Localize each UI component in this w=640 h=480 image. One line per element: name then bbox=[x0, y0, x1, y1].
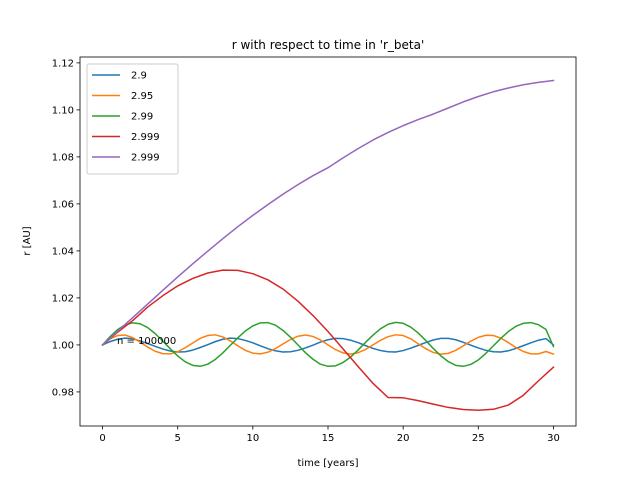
x-tick-label: 5 bbox=[175, 433, 181, 444]
series-line-3 bbox=[101, 321, 555, 368]
legend-label-3: 2.99 bbox=[131, 112, 153, 123]
sample-count-annotation: n = 100000 bbox=[117, 336, 176, 347]
legend-label-5: 2.999 bbox=[131, 153, 160, 164]
plot-area: 0 5 10 15 20 25 30 0.98 1.00 1.02 1.04 1.06 1.08 1.1… bbox=[52, 56, 577, 444]
x-tick-label: 30 bbox=[547, 433, 560, 444]
y-tick-label: 1.06 bbox=[52, 199, 74, 210]
y-tick-label: 1.08 bbox=[52, 152, 74, 163]
y-tick-label: 1.12 bbox=[52, 58, 74, 69]
y-tick-label: 1.00 bbox=[52, 340, 74, 351]
series-line-4 bbox=[101, 269, 555, 411]
legend-label-1: 2.9 bbox=[131, 71, 147, 82]
x-tick-label: 10 bbox=[246, 433, 259, 444]
series-line-5 bbox=[101, 79, 555, 346]
x-tick-label: 25 bbox=[472, 433, 485, 444]
y-tick-label: 0.98 bbox=[52, 387, 74, 398]
x-tick-label: 20 bbox=[397, 433, 410, 444]
y-axis-label: r [AU] bbox=[22, 226, 33, 255]
legend-label-2: 2.95 bbox=[131, 91, 153, 102]
series-line-2 bbox=[101, 334, 555, 356]
series-lines bbox=[101, 79, 555, 411]
x-axis-label: time [years] bbox=[297, 458, 358, 469]
legend: 2.9 2.95 2.99 2.999 2.999 bbox=[86, 63, 179, 175]
y-tick-label: 1.02 bbox=[52, 293, 74, 304]
x-axis-ticks: 0 5 10 15 20 25 30 bbox=[99, 426, 560, 444]
y-tick-label: 1.04 bbox=[52, 246, 74, 257]
y-tick-label: 1.10 bbox=[52, 105, 74, 116]
legend-box bbox=[86, 63, 179, 175]
x-tick-label: 15 bbox=[322, 433, 335, 444]
y-axis-ticks: 0.98 1.00 1.02 1.04 1.06 1.08 1.10 1.12 bbox=[52, 58, 80, 398]
legend-entries: 2.9 2.95 2.99 2.999 2.999 bbox=[92, 71, 160, 164]
legend-label-4: 2.999 bbox=[131, 132, 160, 143]
x-tick-label: 0 bbox=[99, 433, 105, 444]
chart-title: r with respect to time in 'r_beta' bbox=[232, 38, 425, 52]
